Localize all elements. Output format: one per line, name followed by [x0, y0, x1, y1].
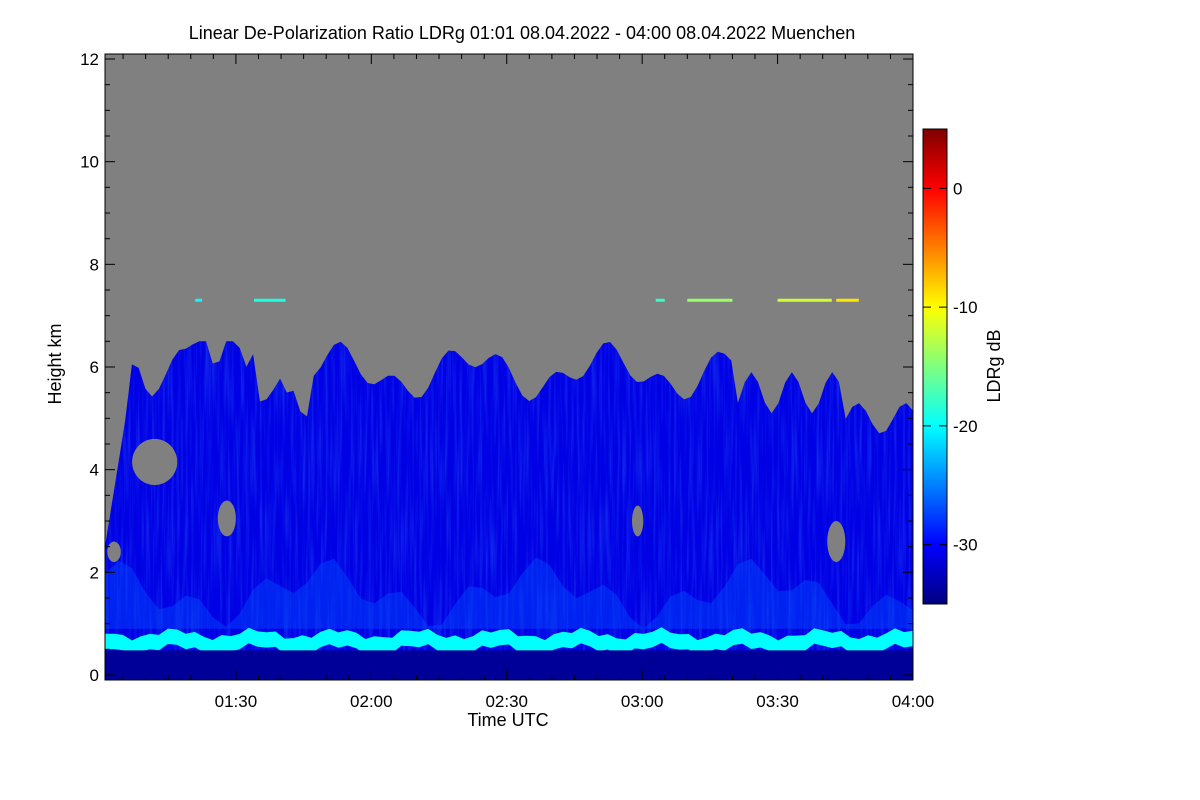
- y-tick-label-2: 2: [90, 563, 99, 582]
- no-signal-patch: [217, 500, 236, 537]
- high-layer-segment: [836, 298, 859, 302]
- colorbar-tick-label-0: 0: [953, 179, 962, 198]
- y-axis: 0 2 4 6 8 10 12: [80, 50, 913, 685]
- boundary-layer-band: [105, 627, 913, 656]
- no-signal-patch: [132, 438, 178, 486]
- x-tick-label-0400: 04:00: [892, 692, 935, 711]
- x-tick-label-0300: 03:00: [621, 692, 664, 711]
- y-tick-label-12: 12: [80, 50, 99, 69]
- y-axis-label: Height km: [45, 323, 65, 404]
- colorbar-label: LDRg dB: [984, 329, 1004, 402]
- no-signal-patch: [632, 505, 644, 537]
- y-tick-label-4: 4: [90, 461, 99, 480]
- x-tick-label-0130: 01:30: [215, 692, 258, 711]
- colorbar-tick-label--30: -30: [953, 536, 978, 555]
- x-tick-label-0330: 03:30: [756, 692, 799, 711]
- x-axis: 01:30 02:00 02:30 03:00 03:30 04:00: [122, 54, 935, 711]
- colorbar: 0 -10 -20 -30 LDRg dB: [922, 128, 1004, 605]
- no-signal-patches: [107, 438, 846, 563]
- x-tick-label-0200: 02:00: [350, 692, 393, 711]
- colorbar-tick-label--20: -20: [953, 417, 978, 436]
- y-tick-label-0: 0: [90, 666, 99, 685]
- high-layer-segment: [777, 298, 832, 302]
- colorbar-ticks: 0 -10 -20 -30: [923, 179, 978, 555]
- x-axis-label: Time UTC: [467, 710, 548, 730]
- y-tick-label-10: 10: [80, 153, 99, 172]
- chart-title: Linear De-Polarization Ratio LDRg 01:01 …: [189, 23, 855, 43]
- high-layer-segment: [655, 298, 665, 302]
- ground-band: [105, 650, 913, 680]
- no-signal-patch: [107, 541, 121, 563]
- no-signal-patch: [827, 521, 846, 563]
- colorbar-tick-label--10: -10: [953, 298, 978, 317]
- y-tick-label-8: 8: [90, 255, 99, 274]
- colorbar-scale: [922, 128, 948, 605]
- high-layer-segment: [687, 298, 733, 302]
- x-tick-label-0230: 02:30: [485, 692, 528, 711]
- high-layer-segment: [195, 298, 203, 302]
- lower-region-glow: [105, 557, 913, 629]
- thin-high-layer: [195, 298, 859, 302]
- plot-area: [105, 54, 913, 680]
- high-layer-segment: [253, 298, 286, 302]
- y-tick-label-6: 6: [90, 358, 99, 377]
